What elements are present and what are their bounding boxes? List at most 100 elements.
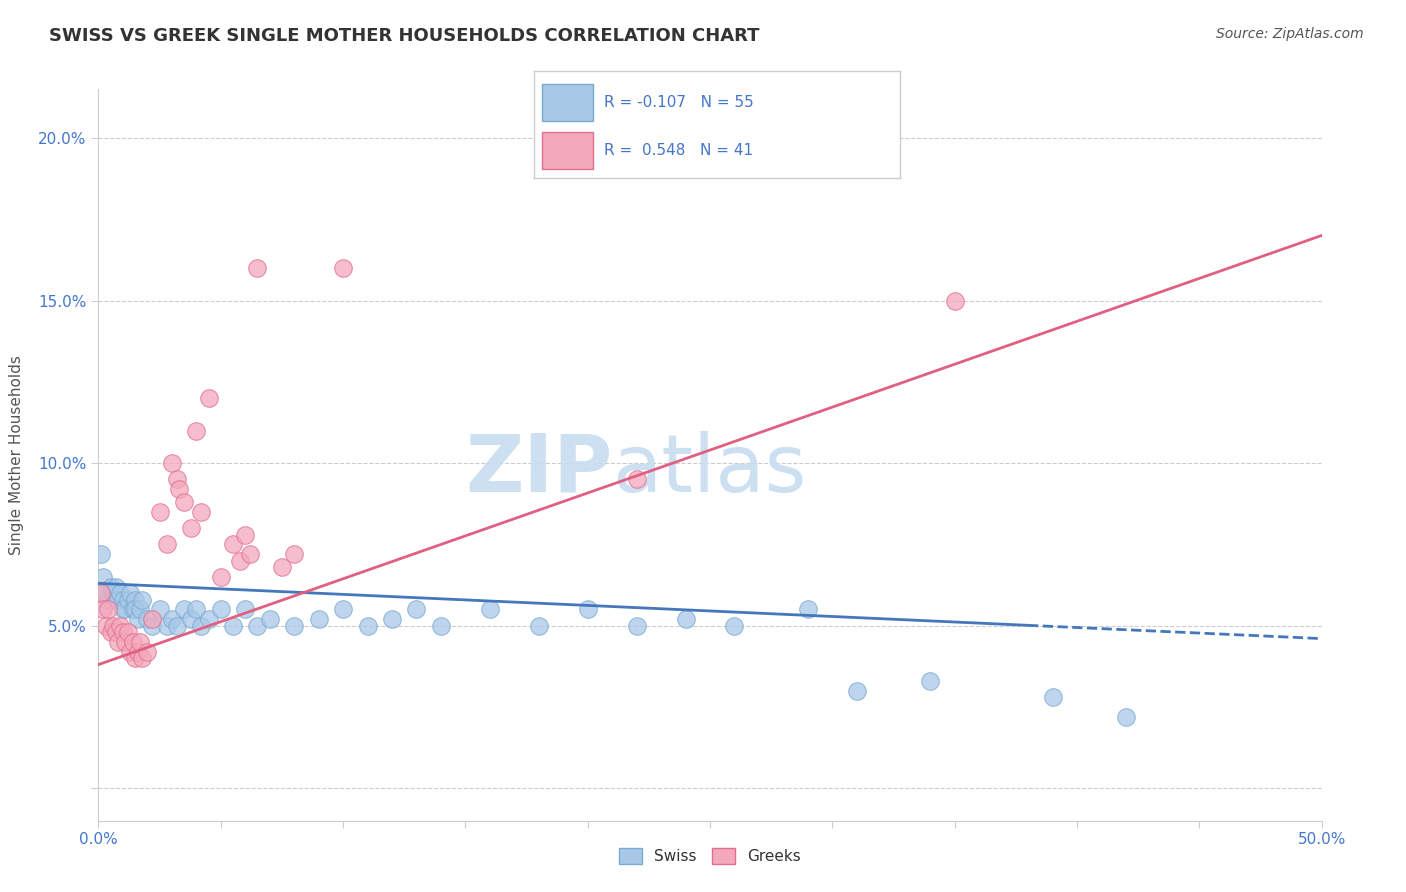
Point (124, 651, 146, 665)
Text: atlas: atlas (612, 431, 807, 508)
Point (90, 586, 112, 600)
Point (167, 482, 190, 496)
Point (110, 618, 132, 632)
Point (233, 602, 256, 616)
Point (186, 424, 208, 438)
Point (136, 644, 159, 658)
Point (110, 586, 132, 600)
Point (141, 618, 163, 632)
Text: R =  0.548   N = 41: R = 0.548 N = 41 (603, 143, 752, 158)
Point (222, 618, 245, 632)
Point (107, 635, 129, 649)
Point (626, 618, 648, 632)
Point (229, 553, 252, 567)
Point (197, 391, 219, 405)
Point (117, 625, 139, 640)
Text: ZIP: ZIP (465, 431, 612, 508)
FancyBboxPatch shape (541, 132, 593, 169)
Point (381, 612, 404, 626)
Point (107, 592, 129, 607)
Point (141, 612, 163, 626)
Point (117, 592, 139, 607)
Point (222, 537, 245, 551)
Point (114, 602, 136, 616)
Point (259, 612, 281, 626)
Point (124, 592, 146, 607)
Point (94, 586, 117, 600)
Point (626, 472, 648, 486)
Point (186, 602, 208, 616)
Point (91, 602, 114, 616)
Point (920, 673, 942, 688)
Point (180, 612, 202, 626)
Point (94, 618, 117, 632)
Point (283, 618, 305, 632)
Point (246, 618, 269, 632)
Point (356, 618, 378, 632)
Point (129, 635, 152, 649)
Point (149, 602, 172, 616)
Point (197, 612, 219, 626)
Point (131, 651, 153, 665)
Point (270, 560, 294, 574)
Point (797, 602, 820, 616)
Point (430, 618, 453, 632)
Legend: Swiss, Greeks: Swiss, Greeks (612, 840, 808, 871)
Point (943, 293, 966, 308)
Point (723, 618, 745, 632)
Point (149, 505, 172, 519)
Point (121, 602, 143, 616)
Point (97, 602, 120, 616)
Point (127, 644, 149, 658)
Text: Source: ZipAtlas.com: Source: ZipAtlas.com (1216, 27, 1364, 41)
Point (90, 547, 112, 561)
Point (190, 505, 212, 519)
Point (156, 537, 179, 551)
Point (111, 625, 134, 640)
Point (101, 618, 124, 632)
Point (101, 586, 124, 600)
Point (111, 602, 134, 616)
Point (190, 618, 212, 632)
Point (246, 260, 269, 275)
Point (173, 602, 195, 616)
Text: SWISS VS GREEK SINGLE MOTHER HOUSEHOLDS CORRELATION CHART: SWISS VS GREEK SINGLE MOTHER HOUSEHOLDS … (49, 27, 759, 45)
Point (127, 612, 149, 626)
Point (166, 472, 188, 486)
Point (405, 602, 427, 616)
Point (527, 618, 550, 632)
Point (120, 586, 142, 600)
FancyBboxPatch shape (541, 84, 593, 120)
Point (209, 570, 232, 584)
Point (1115, 709, 1137, 723)
Point (233, 527, 256, 541)
Point (160, 612, 183, 626)
Point (100, 625, 122, 640)
Point (131, 592, 153, 607)
Point (283, 547, 305, 561)
Point (136, 612, 159, 626)
Point (845, 683, 868, 698)
Point (478, 602, 501, 616)
Point (120, 644, 142, 658)
Y-axis label: Single Mother Households: Single Mother Households (10, 355, 24, 555)
Point (156, 618, 179, 632)
Point (332, 260, 354, 275)
Point (111, 592, 134, 607)
Point (100, 580, 122, 594)
Point (166, 618, 188, 632)
Point (308, 612, 330, 626)
Point (104, 592, 127, 607)
Point (114, 635, 136, 649)
Point (576, 602, 599, 616)
Point (91, 570, 114, 584)
Point (124, 602, 146, 616)
Point (209, 602, 232, 616)
Point (121, 635, 143, 649)
Point (173, 495, 195, 509)
Point (180, 521, 202, 535)
Point (104, 625, 127, 640)
Point (239, 547, 262, 561)
Point (97, 592, 120, 607)
Text: R = -0.107   N = 55: R = -0.107 N = 55 (603, 95, 754, 110)
